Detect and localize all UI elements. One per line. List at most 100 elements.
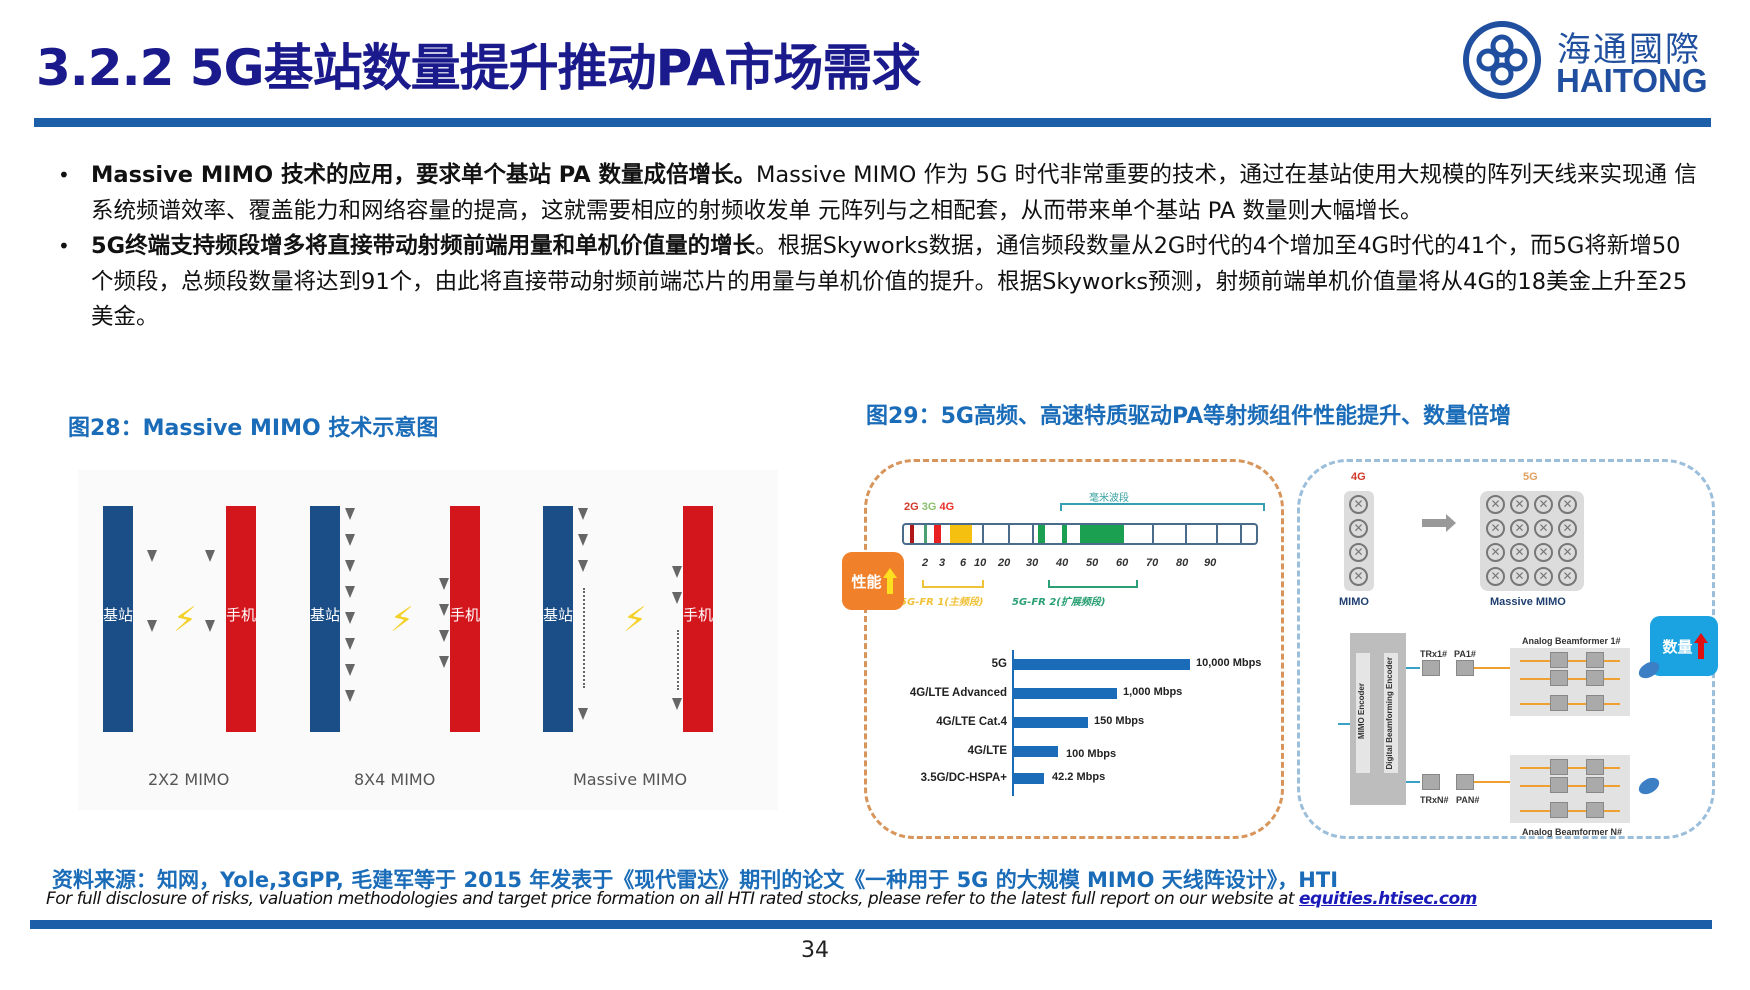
gen-5g-antenna-label: 5G — [1523, 471, 1538, 483]
gen-3g-label: 3G — [921, 501, 937, 513]
tick-label: 6 — [960, 557, 967, 569]
antenna-icon — [671, 698, 683, 720]
antenna-element-icon: ✕ — [1510, 567, 1529, 586]
trxn-label: TRxN# — [1420, 795, 1449, 805]
mimo-encoder-label: MIMO Encoder — [1357, 683, 1366, 740]
logo-chinese-text: 海通國際 — [1557, 30, 1701, 70]
fr2-label: 5G-FR 2(扩展频段) — [1012, 597, 1106, 608]
chart-category-label: 4G/LTE Cat.4 — [936, 716, 1007, 728]
base-station-bar: 基站 — [543, 506, 573, 732]
logo-english-text: HAITONG — [1556, 62, 1708, 99]
digital-encoder-panel: Digital Beamforming Encoder — [1384, 653, 1398, 773]
chart-value-label: 42.2 Mbps — [1052, 771, 1106, 783]
right-arrow-icon — [1422, 514, 1456, 532]
spectrum-tick — [982, 525, 984, 543]
phone-bar: 手机 — [450, 506, 480, 732]
dotted-continuation — [677, 630, 679, 690]
spectrum-tick — [1185, 525, 1187, 543]
tick-label: 30 — [1026, 557, 1039, 569]
base-station-bar: 基站 — [103, 506, 133, 732]
gen-4g-label: 4G — [939, 501, 955, 513]
antenna-icon — [577, 508, 589, 530]
disclaimer-text: For full disclosure of risks, valuation … — [46, 889, 1299, 909]
speed-bar-chart: 5G 10,000 Mbps 4G/LTE Advanced 1,000 Mbp… — [842, 650, 1282, 800]
antenna-icon — [344, 612, 356, 634]
tick-label: 90 — [1204, 557, 1217, 569]
spectrum-tick-labels: 2 3 6 10 20 30 40 50 60 70 80 90 — [902, 557, 1258, 573]
antenna-element-icon: ✕ — [1510, 495, 1529, 514]
phase-shifter-icon — [1550, 759, 1568, 775]
beamformer-n-label: Analog Beamformer N# — [1522, 827, 1623, 837]
antenna-icon — [344, 664, 356, 686]
massive-mimo-caption: Massive MIMO — [1490, 596, 1566, 608]
spectrum-tick — [1216, 525, 1218, 543]
signal-line — [1406, 667, 1420, 669]
frequency-spectrum-bar — [902, 523, 1258, 545]
bullet-list: Massive MIMO 技术的应用，要求单个基站 PA 数量成倍增长。Mass… — [58, 158, 1698, 336]
bullet-item: 5G终端支持频段增多将直接带动射频前端用量和单机价值量的增长。根据Skywork… — [58, 229, 1698, 336]
mimo-config-2x2: 基站 ⚡ 手机 2X2 MIMO — [78, 470, 308, 810]
antenna-icon — [146, 620, 158, 642]
band-fr2 — [1038, 525, 1045, 543]
quantity-badge-label: 数量 — [1662, 637, 1693, 656]
antenna-icon — [438, 656, 450, 678]
footer-divider — [30, 920, 1712, 929]
spectrum-tick — [1240, 525, 1242, 543]
antenna-element-icon: ✕ — [1558, 543, 1577, 562]
chart-bar — [1014, 746, 1058, 757]
band-2g — [910, 525, 914, 543]
chart-value-label: 150 Mbps — [1094, 715, 1145, 727]
antenna-icon — [204, 550, 216, 572]
antenna-icon — [438, 578, 450, 600]
mimo-config-label: 2X2 MIMO — [148, 770, 230, 789]
antenna-icon — [344, 560, 356, 582]
rf-line — [1520, 703, 1620, 705]
lightning-icon: ⚡ — [623, 600, 647, 640]
phone-label: 手机 — [683, 606, 714, 624]
up-arrow-icon — [1693, 633, 1708, 659]
website-link[interactable]: equities.htisec.com — [1298, 889, 1477, 909]
rf-line — [1474, 667, 1510, 669]
rf-line — [1520, 785, 1620, 787]
fr2-bracket — [1048, 580, 1138, 588]
pan-label: PAN# — [1456, 795, 1480, 805]
rf-line — [1474, 781, 1510, 783]
figure-29-caption: 图29：5G高频、高速特质驱动PA等射频组件性能提升、数量倍增 — [866, 404, 1512, 429]
page-title: 3.2.2 5G基站数量提升推动PA市场需求 — [36, 39, 921, 97]
antenna-element-icon: ✕ — [1558, 567, 1577, 586]
performance-badge-label: 性能 — [851, 572, 882, 591]
chart-axis — [1012, 650, 1014, 796]
page-number: 34 — [801, 938, 829, 963]
gen-4g-antenna-label: 4G — [1351, 471, 1366, 483]
band-3g — [924, 525, 927, 543]
chart-bar — [1014, 688, 1117, 699]
trx1-label: TRx1# — [1420, 649, 1448, 659]
tick-label: 2 — [922, 557, 929, 569]
tick-label: 70 — [1146, 557, 1159, 569]
mimo-config-label: Massive MIMO — [573, 770, 688, 789]
antenna-icon — [344, 508, 356, 530]
antenna-icon — [344, 534, 356, 556]
antenna-element-icon: ✕ — [1534, 567, 1553, 586]
mmwave-label: 毫米波段 — [1089, 493, 1129, 504]
antenna-icon — [204, 620, 216, 642]
antenna-element-icon: ✕ — [1486, 495, 1505, 514]
chart-value-label: 100 Mbps — [1066, 748, 1117, 760]
mmwave-bracket — [1060, 503, 1265, 511]
antenna-icon — [146, 550, 158, 572]
base-station-label: 基站 — [543, 606, 574, 624]
antenna-icon — [344, 690, 356, 712]
pa1-label: PA1# — [1454, 649, 1476, 659]
phase-shifter-icon — [1550, 652, 1568, 668]
phone-label: 手机 — [450, 606, 481, 624]
generation-labels: 2G 3G 4G — [904, 501, 954, 513]
antenna-element-icon: ✕ — [1486, 567, 1505, 586]
bullet-heading: Massive MIMO 技术的应用，要求单个基站 PA 数量成倍增长。 — [91, 162, 756, 188]
haitong-logo-icon — [1463, 21, 1541, 99]
amplifier-icon — [1586, 670, 1604, 686]
antenna-element-icon: ✕ — [1349, 519, 1368, 538]
antenna-icon — [671, 566, 683, 588]
antenna-icon — [438, 630, 450, 652]
chart-value-label: 10,000 Mbps — [1196, 657, 1262, 669]
antenna-element-icon: ✕ — [1534, 519, 1553, 538]
